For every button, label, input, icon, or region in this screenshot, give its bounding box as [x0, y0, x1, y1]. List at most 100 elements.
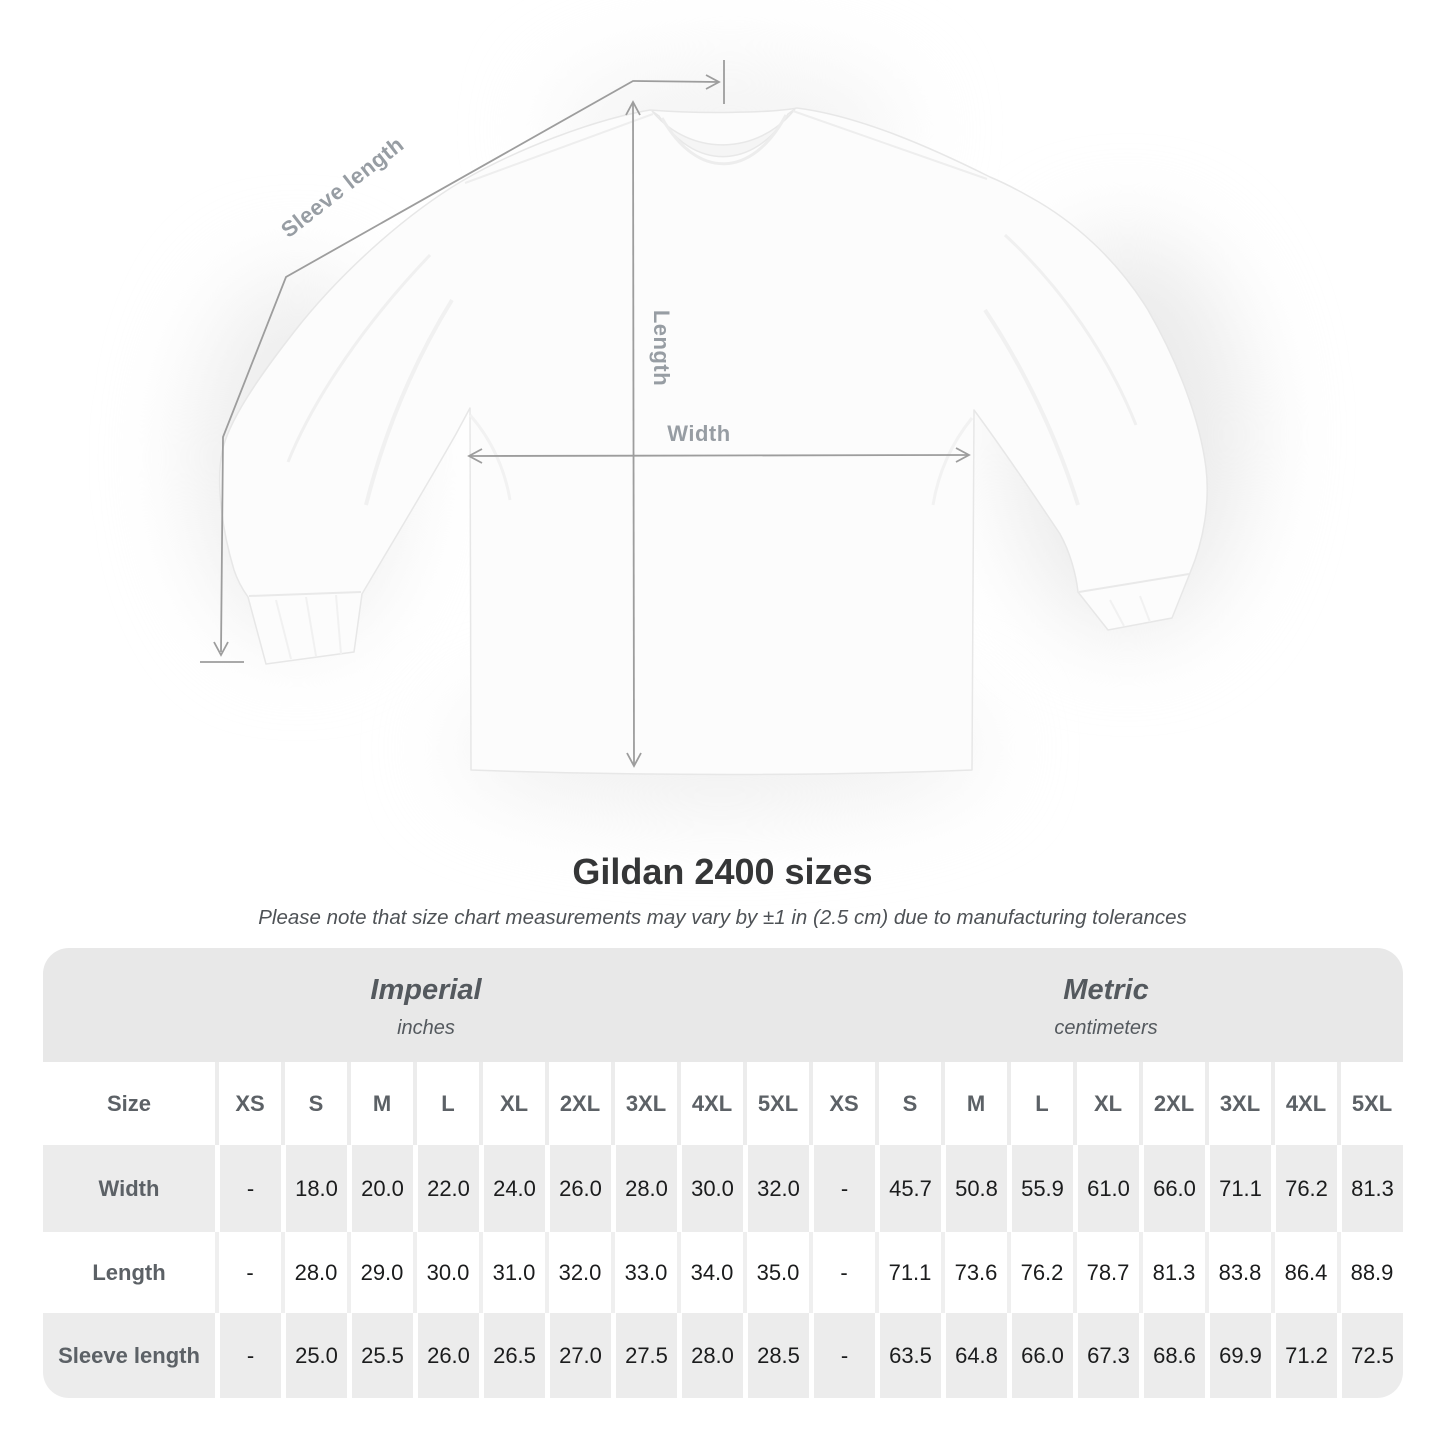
arrowhead-down [626, 752, 642, 768]
page-title: Gildan 2400 sizes [572, 851, 873, 892]
size-col-header: M [347, 1062, 413, 1145]
value-cell: 64.8 [941, 1313, 1007, 1398]
value-cell: 28.5 [743, 1313, 809, 1398]
value-cell: 34.0 [677, 1232, 743, 1313]
size-col-header: XS [215, 1062, 281, 1145]
size-col-header: 3XL [1205, 1062, 1271, 1145]
arrowhead-up [625, 100, 641, 116]
sleeve-length-label: Sleeve length [276, 132, 408, 243]
value-cell: 30.0 [677, 1145, 743, 1232]
value-cell: 66.0 [1007, 1313, 1073, 1398]
value-cell: 83.8 [1205, 1232, 1271, 1313]
value-cell: 22.0 [413, 1145, 479, 1232]
value-cell: 29.0 [347, 1232, 413, 1313]
size-col-header: 2XL [545, 1062, 611, 1145]
value-cell: 24.0 [479, 1145, 545, 1232]
cuff-seam-left [248, 591, 362, 597]
arrowhead-right [705, 74, 721, 90]
value-cell: 20.0 [347, 1145, 413, 1232]
value-cell: 27.0 [545, 1313, 611, 1398]
size-col-header: XS [809, 1062, 875, 1145]
value-cell: 31.0 [479, 1232, 545, 1313]
width-arrow [468, 454, 970, 457]
table-row-sleeve-length: Sleeve length - 25.0 25.5 26.0 26.5 27.0… [43, 1313, 1403, 1398]
value-cell: 55.9 [1007, 1145, 1073, 1232]
value-cell: 81.3 [1337, 1145, 1403, 1232]
size-col-header: XL [1073, 1062, 1139, 1145]
size-label-header: Size [106, 1090, 152, 1116]
value-cell: 25.0 [281, 1313, 347, 1398]
size-col-header: L [1007, 1062, 1073, 1145]
table-row-width: Width - 18.0 20.0 22.0 24.0 26.0 28.0 30… [43, 1145, 1403, 1232]
value-cell: 86.4 [1271, 1232, 1337, 1313]
value-cell: 30.0 [413, 1232, 479, 1313]
value-cell: 71.1 [1205, 1145, 1271, 1232]
size-col-header: 3XL [611, 1062, 677, 1145]
value-cell: - [809, 1313, 875, 1398]
value-cell: 28.0 [281, 1232, 347, 1313]
value-cell: - [809, 1145, 875, 1232]
size-col-header: M [941, 1062, 1007, 1145]
arrowhead-right [955, 447, 971, 463]
value-cell: 88.9 [1337, 1232, 1403, 1313]
size-col-header: S [875, 1062, 941, 1145]
value-cell: 45.7 [875, 1145, 941, 1232]
value-cell: 71.1 [875, 1232, 941, 1313]
metric-unit: centimeters [1054, 1017, 1158, 1039]
value-cell: 18.0 [281, 1145, 347, 1232]
size-col-header: 4XL [677, 1062, 743, 1145]
page-subtitle: Please note that size chart measurements… [258, 906, 1187, 929]
value-cell: 35.0 [743, 1232, 809, 1313]
imperial-label: Imperial [370, 974, 482, 1006]
size-col-header: L [413, 1062, 479, 1145]
row-label: Sleeve length [58, 1342, 200, 1368]
value-cell: 71.2 [1271, 1313, 1337, 1398]
value-cell: 28.0 [677, 1313, 743, 1398]
size-col-header: 5XL [743, 1062, 809, 1145]
value-cell: 33.0 [611, 1232, 677, 1313]
shirt-body [218, 107, 1208, 776]
value-cell: 63.5 [875, 1313, 941, 1398]
length-arrow [632, 102, 635, 766]
shoulder-seam-right [792, 110, 988, 180]
value-cell: 28.0 [611, 1145, 677, 1232]
fabric-folds [275, 233, 1151, 660]
value-cell: 76.2 [1271, 1145, 1337, 1232]
value-cell: 26.0 [413, 1313, 479, 1398]
value-cell: - [215, 1313, 281, 1398]
arrowhead-down [213, 641, 229, 657]
value-cell: 68.6 [1139, 1313, 1205, 1398]
value-cell: - [809, 1232, 875, 1313]
value-cell: 81.3 [1139, 1232, 1205, 1313]
value-cell: 66.0 [1139, 1145, 1205, 1232]
metric-group-header: Metric centimeters [809, 948, 1403, 1062]
table-row-length: Length - 28.0 29.0 30.0 31.0 32.0 33.0 3… [43, 1232, 1403, 1313]
row-label: Length [92, 1259, 166, 1285]
value-cell: 78.7 [1073, 1232, 1139, 1313]
value-cell: 27.5 [611, 1313, 677, 1398]
value-cell: 69.9 [1205, 1313, 1271, 1398]
size-col-header: S [281, 1062, 347, 1145]
value-cell: - [215, 1145, 281, 1232]
value-cell: 32.0 [545, 1232, 611, 1313]
shirt-shape [218, 107, 1208, 776]
size-chart-table: Imperial inches Metric centimeters Size … [43, 948, 1403, 1398]
value-cell: 32.0 [743, 1145, 809, 1232]
length-label: Length [649, 310, 674, 386]
value-cell: - [215, 1232, 281, 1313]
imperial-unit: inches [397, 1017, 455, 1039]
collar-inner-shadow [660, 114, 788, 166]
size-header-row: Size XS S M L XL 2XL 3XL 4XL 5XL XS S M … [43, 1062, 1403, 1145]
size-col-header: 5XL [1337, 1062, 1403, 1145]
shirt-illustration: Sleeve length Length Width [200, 60, 1208, 776]
size-col-header: 2XL [1139, 1062, 1205, 1145]
metric-label: Metric [1063, 974, 1149, 1006]
size-col-header: XL [479, 1062, 545, 1145]
imperial-group-header: Imperial inches [43, 948, 809, 1062]
shoulder-seam-left [464, 113, 654, 184]
sleeve-length-arrow [220, 80, 720, 653]
value-cell: 26.5 [479, 1313, 545, 1398]
collar-band [651, 108, 796, 158]
value-cell: 61.0 [1073, 1145, 1139, 1232]
